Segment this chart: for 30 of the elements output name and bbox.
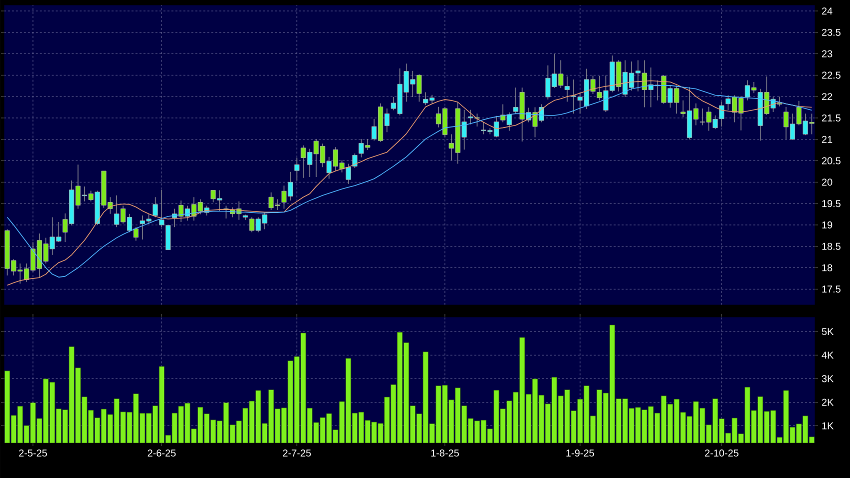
- x-tick-label: 2-10-25: [705, 450, 738, 457]
- y-tick-label: 19: [822, 221, 832, 228]
- candlestick: [352, 153, 358, 168]
- y-tick-label: 17.5: [822, 286, 840, 293]
- y-tick-label: 18: [822, 264, 832, 272]
- candlestick: [152, 196, 158, 218]
- candlestick: [294, 157, 300, 181]
- y-tick-label: 20: [822, 178, 832, 186]
- candlestick: [719, 101, 724, 127]
- y-tick-label: 21: [822, 136, 832, 143]
- x-tick-label: 2-7-25: [282, 450, 311, 457]
- y-tick-label: 24: [822, 8, 832, 14]
- x-tick-label: 1-9-25: [566, 450, 594, 457]
- y-tick-label: 5K: [822, 328, 834, 336]
- y-tick-label: 22: [822, 93, 832, 100]
- y-tick-label: 23: [822, 50, 832, 58]
- y-tick-label: 19.5: [822, 200, 840, 208]
- y-tick-label: 1K: [822, 422, 834, 430]
- y-tick-label: 21.5: [822, 114, 840, 122]
- x-tick-label: 2-6-25: [148, 450, 176, 457]
- y-tick-label: 2K: [822, 398, 834, 406]
- x-tick-label: 2-5-25: [19, 450, 47, 457]
- y-tick-label: 20.5: [822, 157, 840, 164]
- x-tick-label: 1-8-25: [431, 450, 459, 457]
- y-tick-label: 18.5: [822, 242, 840, 250]
- candlestick: [564, 76, 570, 102]
- y-tick-label: 3K: [822, 375, 834, 382]
- y-tick-label: 22.5: [822, 72, 840, 79]
- y-tick-label: 4K: [822, 352, 834, 359]
- y-tick-label: 23.5: [822, 28, 840, 36]
